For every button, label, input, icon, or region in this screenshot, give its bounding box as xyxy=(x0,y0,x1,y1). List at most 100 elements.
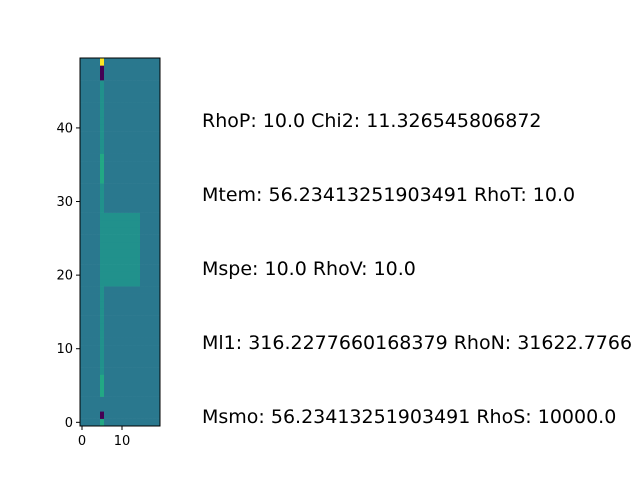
heatmap-cell xyxy=(88,197,93,206)
heatmap-cell xyxy=(80,234,85,243)
heatmap-cell xyxy=(84,219,89,228)
heatmap-cell xyxy=(112,183,117,191)
heatmap-cell xyxy=(156,418,161,427)
heatmap-cell xyxy=(104,264,109,272)
heatmap-cell xyxy=(140,300,145,309)
heatmap-cell xyxy=(104,322,109,331)
heatmap-cell xyxy=(112,322,117,331)
y-tick-label: 20 xyxy=(56,269,73,284)
heatmap-cell xyxy=(104,175,109,184)
heatmap-cell xyxy=(120,330,125,338)
heatmap-cell xyxy=(148,168,153,177)
heatmap-cell xyxy=(156,374,161,383)
heatmap-cell xyxy=(152,359,157,368)
heatmap-cell xyxy=(136,109,141,118)
heatmap-cell xyxy=(144,249,149,258)
heatmap-cell xyxy=(124,367,129,375)
heatmap-cell xyxy=(104,205,109,213)
heatmap-cell xyxy=(116,293,121,302)
heatmap-cell xyxy=(136,205,141,213)
heatmap-cell xyxy=(108,234,113,243)
heatmap-cell xyxy=(140,161,145,169)
heatmap-cell xyxy=(92,278,97,287)
heatmap-cell xyxy=(92,330,97,338)
heatmap-cell xyxy=(128,116,133,125)
heatmap-cell xyxy=(92,109,97,118)
heatmap-cell xyxy=(84,153,89,162)
heatmap-cell xyxy=(104,337,109,346)
heatmap-cell xyxy=(88,286,93,294)
heatmap-cell xyxy=(96,374,101,383)
heatmap-cell xyxy=(156,131,161,140)
heatmap-cell xyxy=(148,418,153,427)
heatmap-cell xyxy=(108,94,113,103)
heatmap-cell xyxy=(108,175,113,184)
heatmap-cell xyxy=(92,234,97,243)
heatmap-cell xyxy=(128,381,133,390)
heatmap-cell xyxy=(156,315,161,324)
heatmap-cell xyxy=(128,168,133,177)
heatmap-cell xyxy=(92,124,97,132)
heatmap-cell xyxy=(124,322,129,331)
heatmap-cell xyxy=(152,345,157,353)
heatmap-cell xyxy=(120,227,125,235)
heatmap-cell xyxy=(88,219,93,228)
heatmap-cell xyxy=(112,116,117,125)
heatmap-cell xyxy=(120,389,125,397)
heatmap-cell xyxy=(84,138,89,147)
heatmap-cell xyxy=(96,58,101,66)
heatmap-cell xyxy=(116,389,121,397)
heatmap-cell xyxy=(96,403,101,412)
heatmap-cell xyxy=(124,403,129,412)
heatmap-cell xyxy=(116,227,121,235)
heatmap-cell xyxy=(92,131,97,140)
heatmap-cell xyxy=(144,411,149,419)
heatmap-cell xyxy=(132,153,137,162)
heatmap-cell xyxy=(132,278,137,287)
heatmap-cell xyxy=(144,403,149,412)
heatmap-cell xyxy=(136,58,141,66)
heatmap-cell xyxy=(132,242,137,250)
heatmap-cell xyxy=(96,131,101,140)
heatmap-cell xyxy=(132,411,137,419)
heatmap-cell xyxy=(100,219,105,228)
heatmap-cell xyxy=(116,345,121,353)
heatmap-cell xyxy=(132,138,137,147)
heatmap-cell xyxy=(124,300,129,309)
heatmap-cell xyxy=(148,109,153,118)
heatmap-cell xyxy=(132,72,137,81)
heatmap-cell xyxy=(104,219,109,228)
heatmap-cell xyxy=(84,322,89,331)
heatmap-cell xyxy=(96,389,101,397)
heatmap-cell xyxy=(132,80,137,88)
heatmap-cell xyxy=(112,212,117,221)
heatmap-cell xyxy=(152,234,157,243)
heatmap-cell xyxy=(100,153,105,162)
heatmap-cell xyxy=(116,109,121,118)
heatmap-cell xyxy=(140,411,145,419)
heatmap-cell xyxy=(140,197,145,206)
heatmap-cell xyxy=(88,124,93,132)
heatmap-cell xyxy=(140,227,145,235)
heatmap-cell xyxy=(80,175,85,184)
heatmap-cell xyxy=(92,249,97,258)
heatmap-cell xyxy=(124,242,129,250)
heatmap-cell xyxy=(96,153,101,162)
heatmap-cell xyxy=(96,183,101,191)
heatmap-cell xyxy=(84,359,89,368)
heatmap-cell xyxy=(140,403,145,412)
heatmap-cell xyxy=(100,116,105,125)
heatmap-cell xyxy=(140,278,145,287)
heatmap-cell xyxy=(140,381,145,390)
heatmap-cell xyxy=(144,183,149,191)
heatmap-cell xyxy=(132,389,137,397)
heatmap-cell xyxy=(100,146,105,154)
heatmap-cell xyxy=(112,256,117,265)
heatmap-cell xyxy=(124,138,129,147)
heatmap-cell xyxy=(144,87,149,96)
heatmap-cell xyxy=(128,190,133,199)
heatmap-cell xyxy=(84,396,89,405)
heatmap-cell xyxy=(80,168,85,177)
heatmap-cell xyxy=(84,286,89,294)
heatmap-cell xyxy=(84,109,89,118)
